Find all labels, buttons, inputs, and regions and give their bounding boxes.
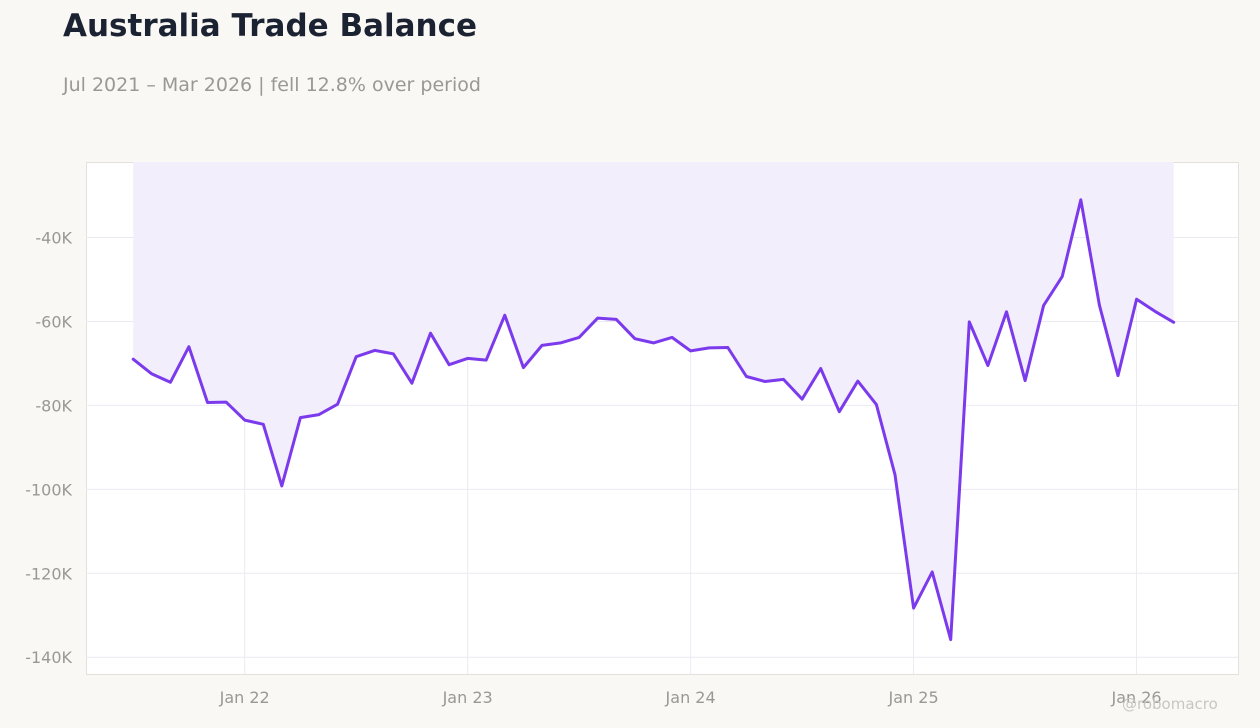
line-layer: [131, 198, 1176, 642]
x-tick-label: Jan 22: [219, 688, 270, 707]
y-tick-label: -40K: [35, 229, 72, 248]
y-tick-label: -140K: [25, 648, 72, 667]
y-tick-label: -60K: [35, 312, 72, 331]
series-area-fill: [133, 162, 1174, 640]
y-tick-label: -120K: [25, 564, 72, 583]
x-tick-label: Jan 24: [665, 688, 716, 707]
x-tick-label: Jan 26: [1110, 688, 1161, 707]
x-tick-label: Jan 23: [442, 688, 493, 707]
chart-title: Australia Trade Balance: [63, 8, 478, 44]
area-layer: [133, 162, 1174, 640]
series-line: [131, 198, 1176, 642]
y-tick-label: -100K: [25, 480, 72, 499]
x-tick-label: Jan 25: [888, 688, 939, 707]
y-tick-label: -80K: [35, 396, 72, 415]
x-axis-ticks: Jan 22 Jan 23 Jan 24 Jan 25 Jan 26: [219, 688, 1162, 707]
y-axis-ticks: -40K -60K -80K -100K -120K -140K: [25, 229, 72, 668]
watermark-text: @robomacro: [1122, 695, 1218, 713]
chart-subtitle: Jul 2021 – Mar 2026 | fell 12.8% over pe…: [63, 74, 481, 96]
